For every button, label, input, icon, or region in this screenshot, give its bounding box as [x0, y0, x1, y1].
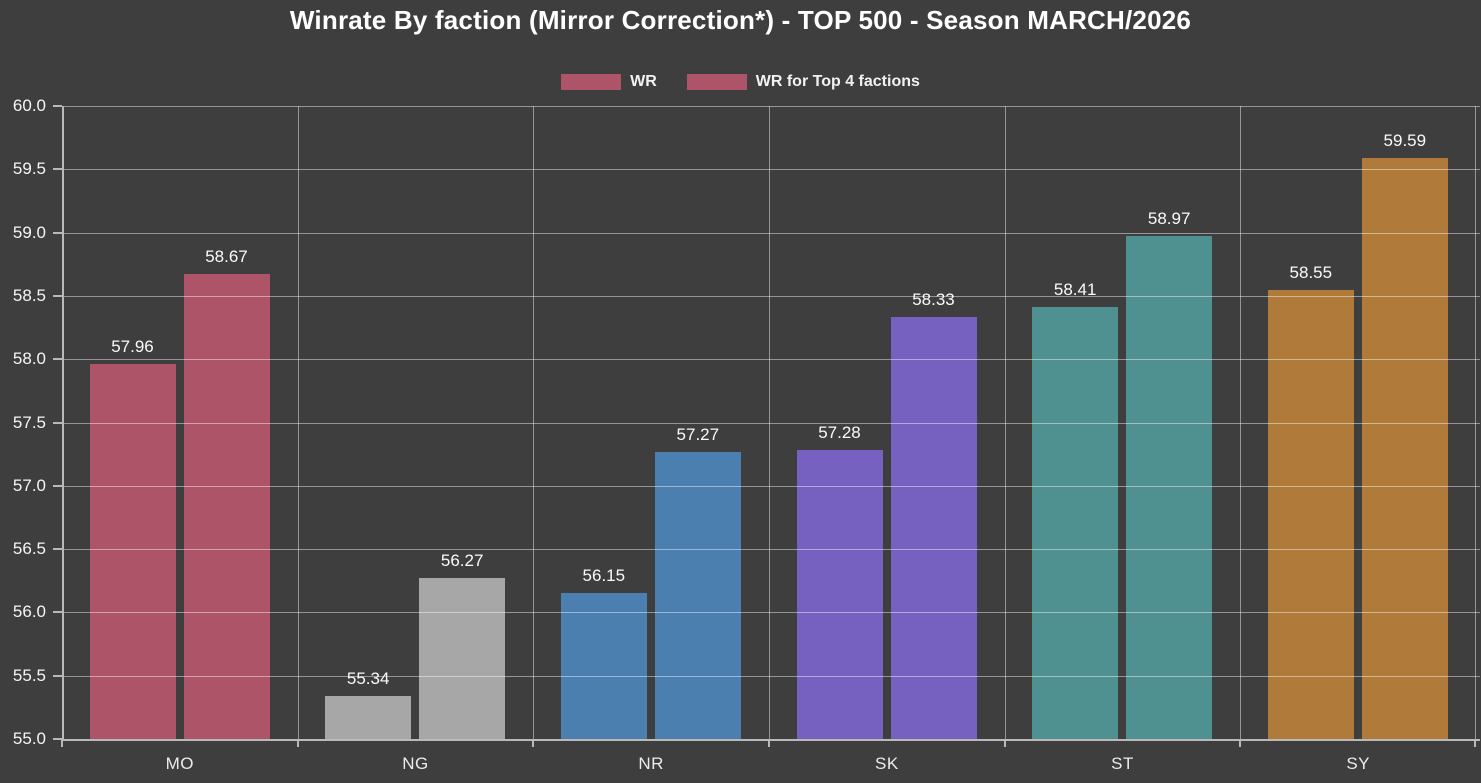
y-tick-label: 57.0 [12, 475, 46, 495]
legend-swatch-wr [561, 74, 622, 90]
bar-value-label: 57.28 [818, 423, 861, 443]
x-gridline [1240, 106, 1242, 739]
y-tick-mark [53, 294, 62, 297]
bar-sk-wr [796, 450, 883, 739]
x-gridline [1475, 106, 1476, 739]
y-gridline [62, 295, 1480, 297]
legend-label-wr-top4: WR for Top 4 factions [755, 73, 920, 90]
y-tick-mark [53, 105, 62, 107]
legend-item-wr: WR [561, 73, 657, 91]
y-tick-mark [53, 168, 62, 171]
legend-swatch-wr-top4 [686, 74, 747, 90]
x-tick-mark [532, 740, 535, 747]
bar-sy-wr [1267, 289, 1354, 739]
y-tick-label: 56.5 [12, 539, 46, 559]
y-tick-label: 60.0 [12, 96, 46, 115]
y-gridline [62, 106, 1480, 107]
y-tick-mark [53, 674, 62, 677]
y-tick-label: 57.5 [12, 412, 46, 432]
bar-nr-wr-top4 [654, 451, 741, 739]
bar-ng-wr [325, 695, 412, 739]
bar-sk-wr-top4 [890, 317, 977, 739]
bar-value-label: 59.59 [1383, 130, 1427, 150]
y-gridline [62, 422, 1480, 424]
x-gridline [1004, 106, 1006, 739]
y-gridline [62, 612, 1480, 614]
y-tick-label: 59.0 [12, 222, 46, 242]
x-gridline [533, 106, 535, 739]
y-tick-mark [53, 548, 62, 551]
chart-title: Winrate By faction (Mirror Correction*) … [289, 5, 1192, 35]
bar-value-label: 56.15 [582, 566, 626, 586]
bar-value-label: 58.67 [205, 247, 248, 267]
bar-nr-wr [560, 593, 647, 739]
bar-ng-wr-top4 [419, 578, 506, 739]
y-gridline [62, 359, 1480, 361]
x-axis-label-st: ST [1111, 754, 1134, 773]
y-gridline [62, 675, 1480, 677]
x-axis-label-nr: NR [638, 754, 664, 773]
y-tick-label: 55.0 [12, 729, 46, 748]
bar-value-label: 57.96 [111, 337, 154, 357]
x-axis-label-sk: SK [874, 754, 899, 773]
x-tick-mark [1474, 740, 1476, 747]
y-gridline [62, 169, 1480, 171]
y-tick-mark [53, 421, 62, 424]
bar-value-label: 58.41 [1053, 280, 1097, 300]
x-gridline [297, 106, 299, 739]
bar-mo-wr-top4 [183, 274, 270, 739]
y-gridline [62, 232, 1480, 234]
x-tick-mark [61, 740, 63, 747]
bar-value-label: 56.27 [440, 551, 484, 571]
y-tick-mark [53, 738, 62, 740]
y-tick-label: 55.5 [12, 665, 46, 685]
y-gridline [62, 485, 1480, 487]
bar-value-label: 58.55 [1289, 262, 1333, 282]
legend-item-wr-top4: WR for Top 4 factions [686, 73, 920, 91]
x-tick-mark [768, 740, 770, 747]
bar-value-label: 57.27 [676, 424, 720, 444]
bar-value-label: 58.33 [912, 290, 955, 310]
x-axis-label-sy: SY [1346, 754, 1370, 773]
x-tick-mark [1239, 740, 1242, 747]
chart-legend: WR WR for Top 4 factions [0, 73, 1481, 91]
bar-value-label: 58.97 [1147, 209, 1191, 229]
y-tick-label: 59.5 [12, 159, 46, 179]
x-axis-line [62, 739, 1480, 741]
y-tick-label: 58.0 [12, 349, 46, 369]
x-tick-mark [1003, 740, 1006, 747]
y-tick-mark [53, 231, 62, 234]
bar-value-label: 55.34 [346, 668, 390, 688]
bar-sy-wr-top4 [1361, 157, 1448, 739]
bar-mo-wr [89, 364, 176, 739]
y-tick-label: 56.0 [12, 602, 46, 622]
x-axis-label-ng: NG [402, 754, 429, 773]
legend-label-wr: WR [630, 73, 657, 90]
y-tick-mark [53, 484, 62, 487]
x-axis-label-mo: MO [165, 754, 195, 773]
y-gridline [62, 549, 1480, 551]
x-tick-mark [296, 740, 299, 747]
x-gridline [769, 106, 770, 739]
bar-st-wr [1032, 307, 1119, 739]
y-tick-label: 58.5 [12, 285, 46, 305]
y-tick-mark [53, 358, 62, 361]
bar-st-wr-top4 [1126, 236, 1213, 739]
y-axis-line [62, 106, 64, 739]
y-tick-mark [53, 611, 62, 614]
